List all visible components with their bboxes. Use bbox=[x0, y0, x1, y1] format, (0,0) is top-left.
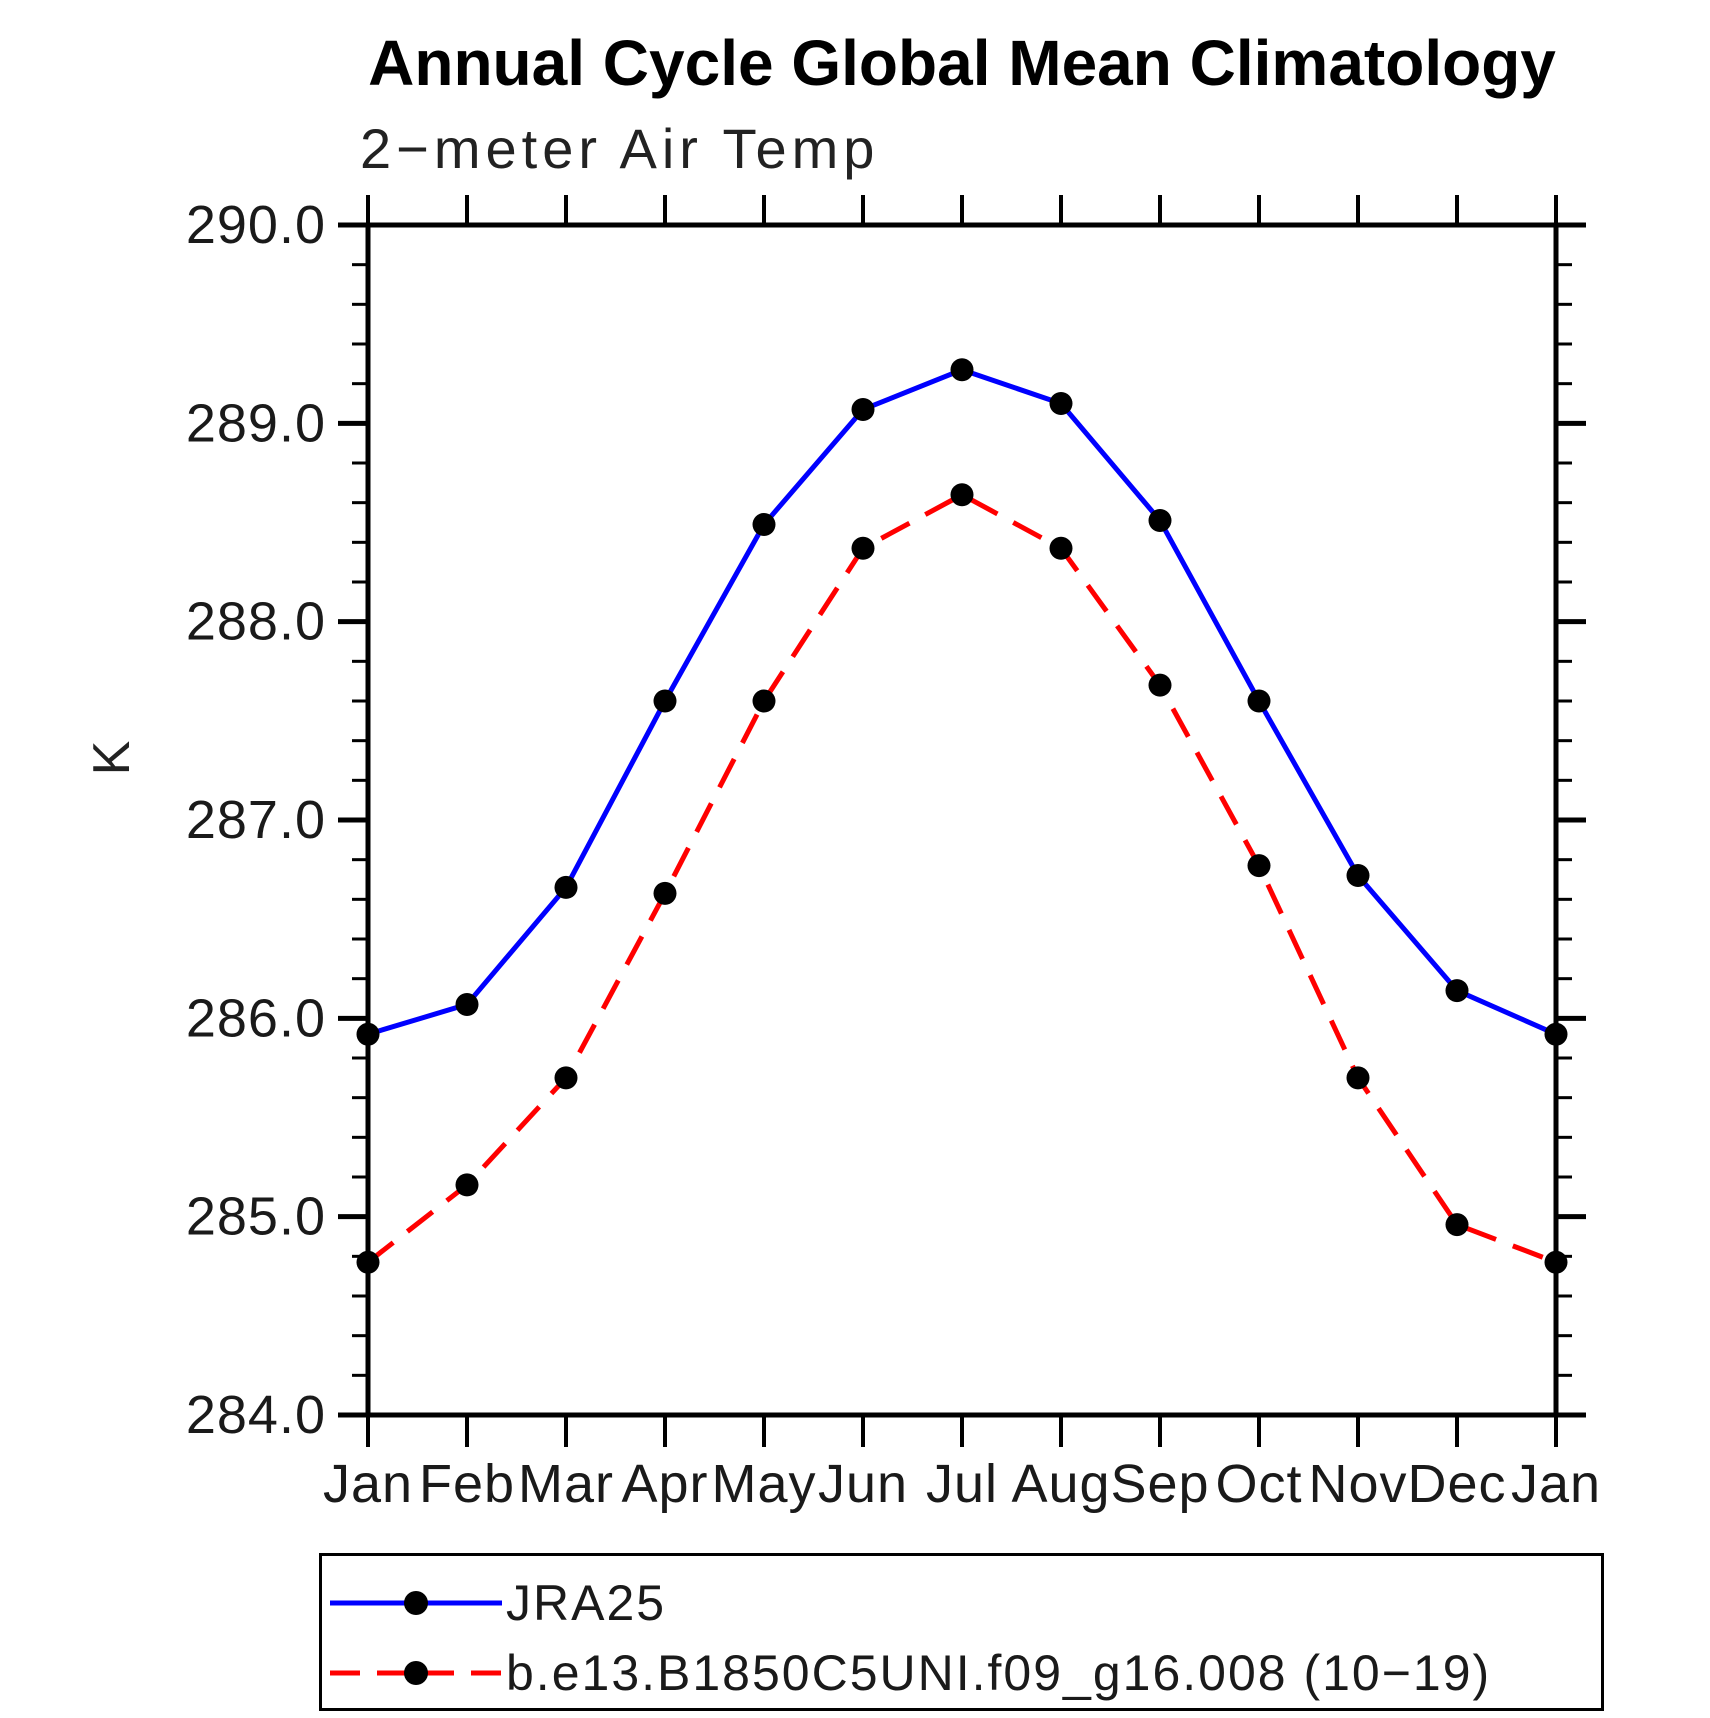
x-axis-month-label: Jan bbox=[323, 1454, 413, 1514]
x-axis-month-label: Feb bbox=[419, 1454, 515, 1514]
data-point-marker bbox=[950, 483, 974, 507]
y-axis-tick-label: 289.0 bbox=[186, 393, 326, 453]
y-axis-tick-label: 290.0 bbox=[186, 195, 326, 255]
x-axis-month-label: Apr bbox=[621, 1454, 708, 1514]
data-point-marker bbox=[653, 881, 677, 905]
data-point-marker bbox=[1346, 864, 1370, 888]
data-point-marker bbox=[1445, 979, 1469, 1003]
plot-border bbox=[365, 222, 1559, 1418]
y-axis-tick-label: 284.0 bbox=[186, 1385, 326, 1445]
chart-subtitle: 2−meter Air Temp bbox=[360, 117, 880, 180]
jra25-series-line bbox=[367, 367, 1558, 1037]
x-axis-month-label: Jul bbox=[926, 1454, 998, 1514]
data-point-marker bbox=[752, 512, 776, 536]
x-axis-month-label: Jun bbox=[818, 1454, 908, 1514]
jra25-line-sample-icon bbox=[330, 1591, 502, 1615]
data-point-marker bbox=[356, 1250, 380, 1274]
data-point-marker bbox=[554, 875, 578, 899]
x-axis-month-label: Oct bbox=[1215, 1454, 1302, 1514]
data-point-marker bbox=[455, 992, 479, 1016]
data-point-marker bbox=[851, 397, 875, 421]
legend-row-model: b.e13.B1850C5UNI.f09_g16.008 (10−19) bbox=[322, 1638, 1601, 1708]
chart-title: Annual Cycle Global Mean Climatology bbox=[368, 27, 1556, 99]
data-point-marker bbox=[1148, 673, 1172, 697]
data-point-marker bbox=[1049, 536, 1073, 560]
data-point-marker bbox=[1544, 1250, 1568, 1274]
x-axis-month-label: Mar bbox=[518, 1454, 614, 1514]
y-axis-tick-label: 285.0 bbox=[186, 1187, 326, 1247]
legend-label-jra25: JRA25 bbox=[506, 1575, 667, 1631]
data-point-marker bbox=[554, 1066, 578, 1090]
x-axis-month-label: Aug bbox=[1011, 1454, 1110, 1514]
data-point-marker bbox=[455, 1173, 479, 1197]
data-point-marker bbox=[1346, 1066, 1370, 1090]
x-axis-month-label: May bbox=[711, 1454, 816, 1514]
x-axis-month-label: Sep bbox=[1110, 1454, 1209, 1514]
data-point-marker bbox=[1445, 1213, 1469, 1237]
data-point-marker bbox=[1247, 854, 1271, 878]
data-point-marker bbox=[356, 1022, 380, 1046]
legend-label-model: b.e13.B1850C5UNI.f09_g16.008 (10−19) bbox=[506, 1645, 1492, 1701]
model-dashed-line-sample-icon bbox=[330, 1661, 502, 1685]
x-axis-month-label: Dec bbox=[1407, 1454, 1506, 1514]
data-point-marker bbox=[1148, 509, 1172, 533]
data-point-marker bbox=[752, 689, 776, 713]
data-point-marker bbox=[653, 689, 677, 713]
y-axis-tick-label: 286.0 bbox=[186, 988, 326, 1048]
data-point-marker bbox=[950, 358, 974, 382]
y-axis-title: K bbox=[83, 740, 141, 776]
data-point-marker bbox=[1049, 392, 1073, 415]
data-point-marker bbox=[1247, 689, 1271, 713]
y-axis-tick-label: 287.0 bbox=[186, 790, 326, 850]
x-axis-month-label: Nov bbox=[1308, 1454, 1407, 1514]
legend: JRA25 b.e13.B1850C5UNI.f09_g16.008 (10−1… bbox=[319, 1553, 1604, 1711]
data-point-marker bbox=[1544, 1022, 1568, 1046]
data-point-marker bbox=[851, 536, 875, 560]
model-series-line bbox=[366, 491, 1557, 1265]
y-axis-tick-label: 288.0 bbox=[186, 592, 326, 652]
legend-row-jra25: JRA25 bbox=[322, 1568, 1601, 1638]
x-axis-month-label: Jan bbox=[1511, 1454, 1601, 1514]
